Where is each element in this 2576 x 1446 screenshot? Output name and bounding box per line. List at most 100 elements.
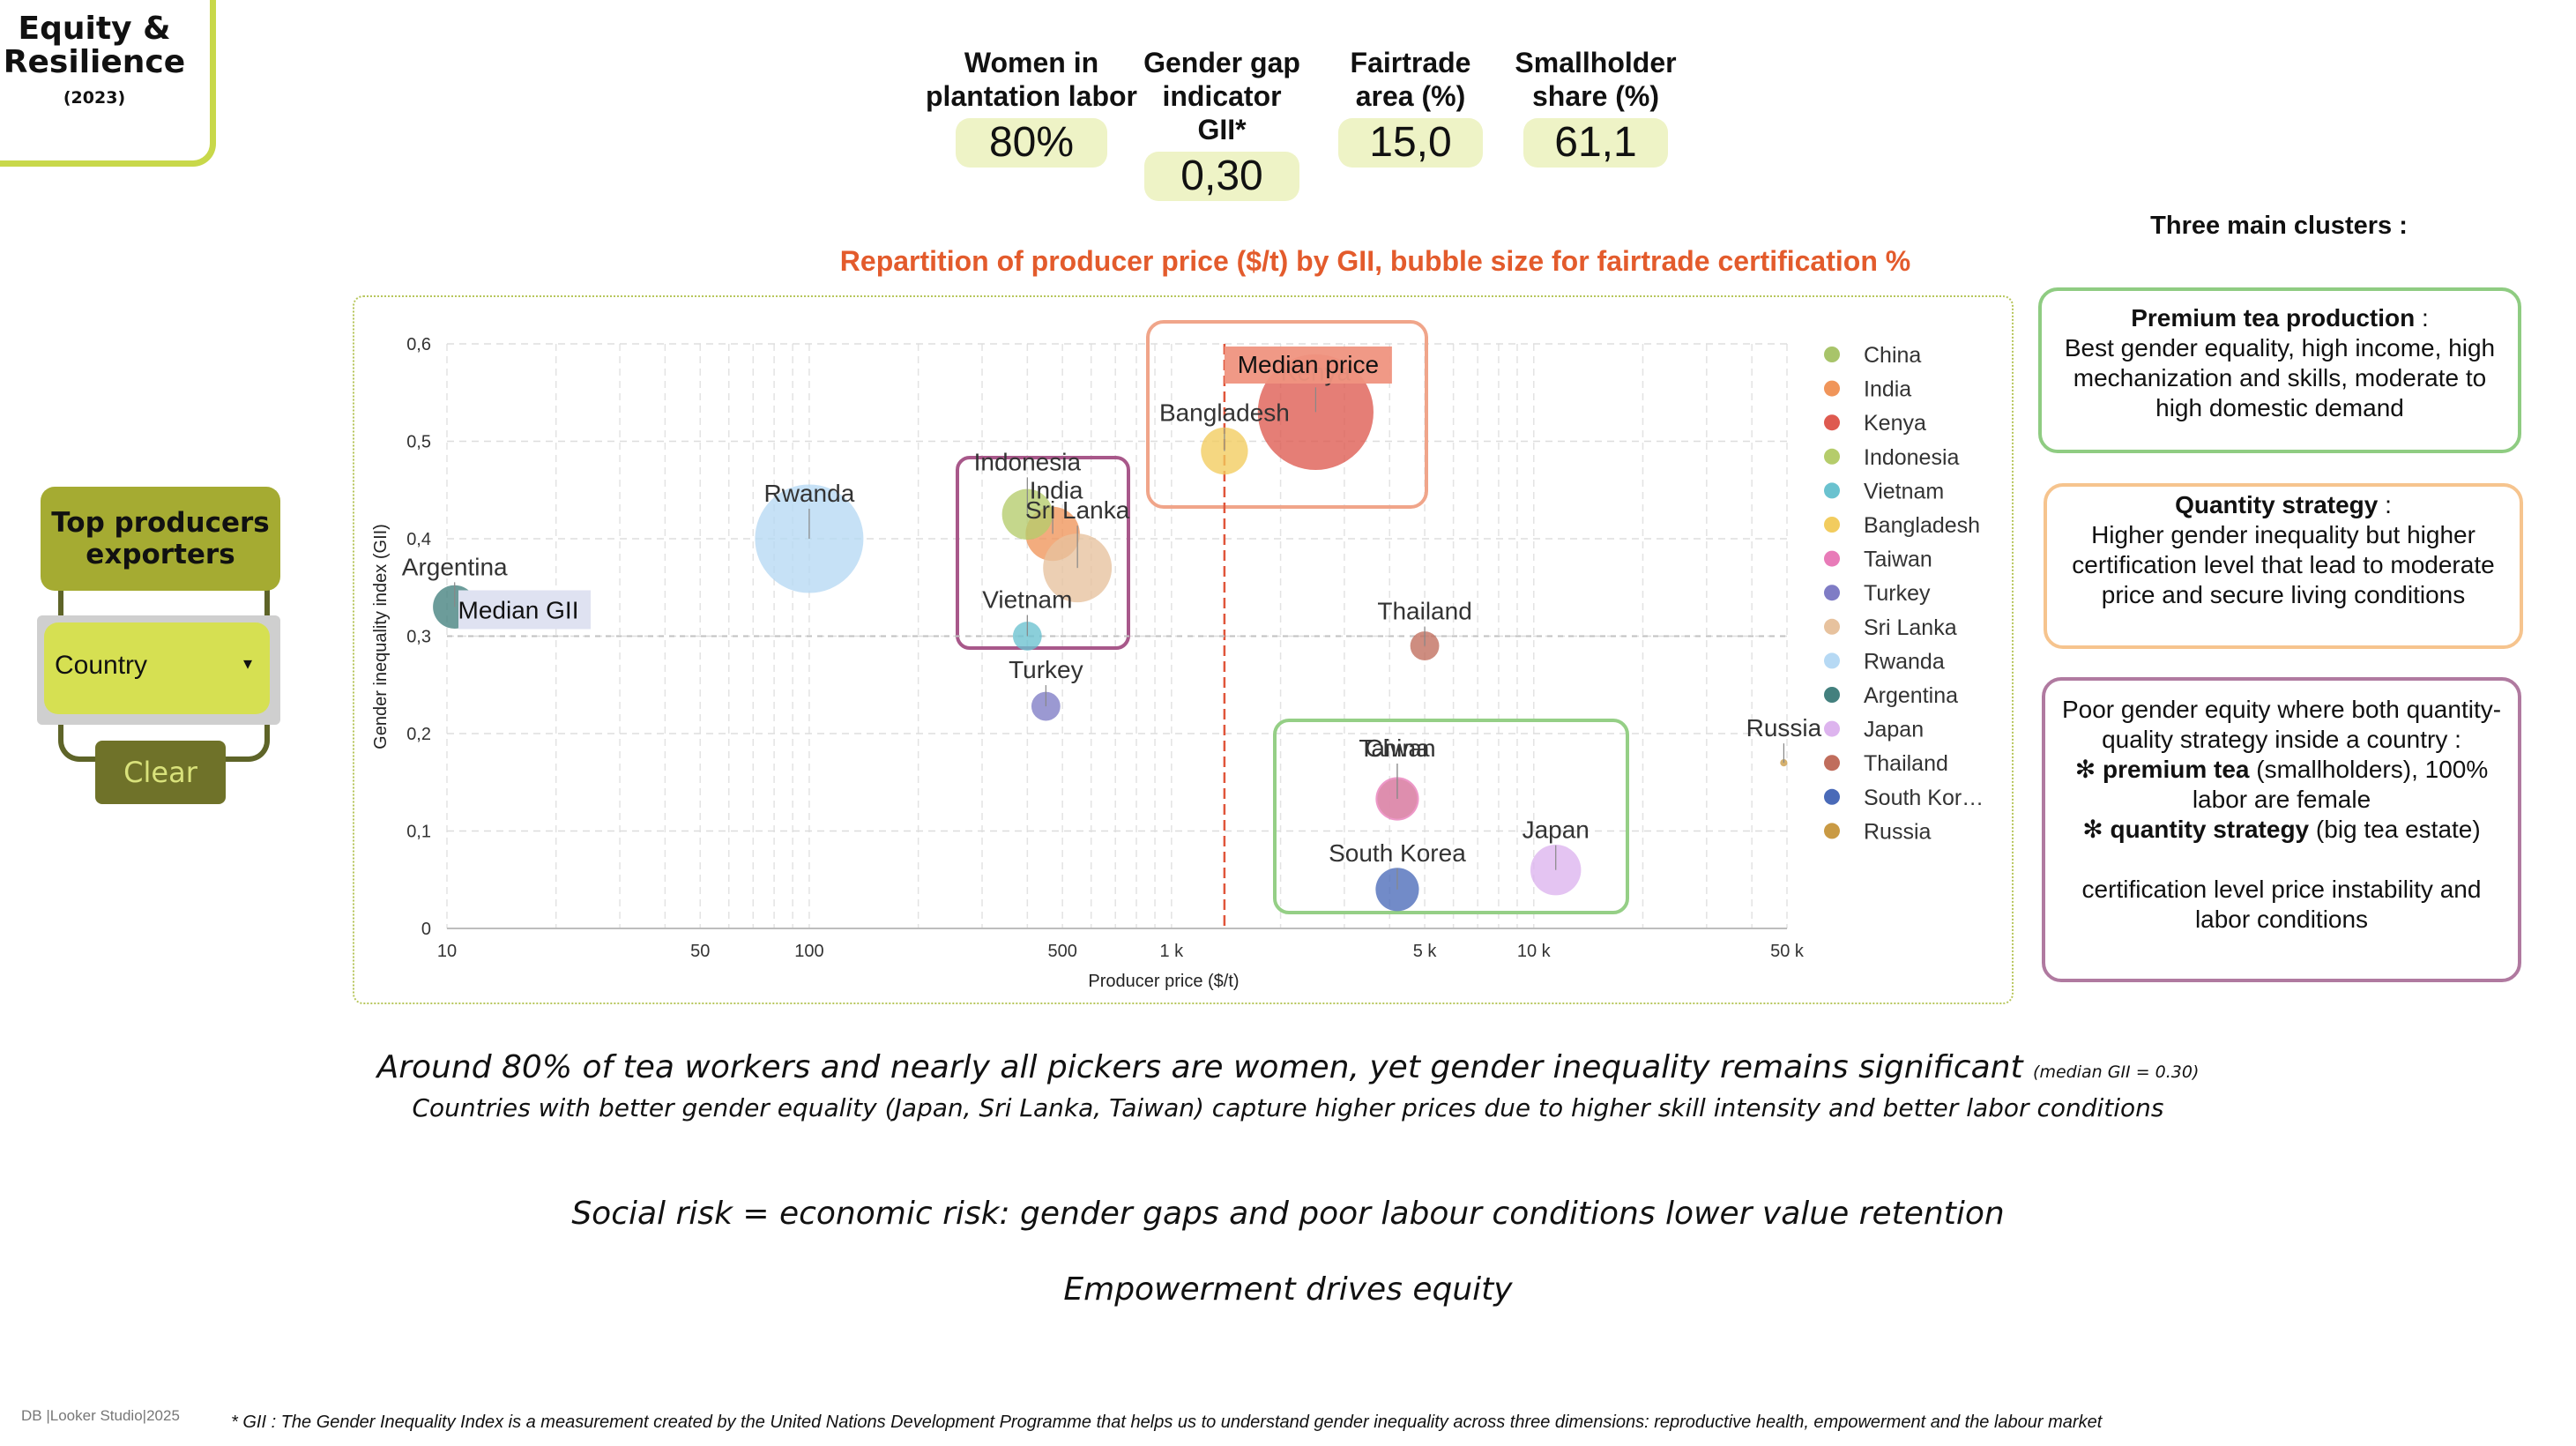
legend-item[interactable]: Vietnam	[1864, 479, 1944, 503]
legend-swatch	[1824, 482, 1840, 499]
kpi-label-line2: plantation labor	[926, 80, 1137, 112]
bubble-south-korea[interactable]	[1375, 868, 1419, 912]
legend-swatch	[1824, 687, 1840, 703]
x-tick-label: 1 k	[1160, 942, 1185, 961]
median-gii-label: Median GII	[458, 597, 579, 624]
y-tick-label: 0,6	[406, 335, 431, 354]
y-tick-label: 0,5	[406, 433, 431, 452]
dashboard-title-card: Equity & Resilience (2023)	[0, 0, 216, 167]
median-gii-label-bg	[458, 590, 591, 630]
legend-swatch	[1824, 652, 1840, 669]
x-tick-label: 10	[437, 942, 457, 961]
kpi-label: Fairtrade area (%)	[1331, 46, 1490, 113]
cluster-quantity-text: Higher gender inequality but higher cert…	[2072, 521, 2495, 608]
point-label-bangladesh: Bangladesh	[1159, 399, 1290, 427]
bullet-1-rest: (smallholders), 100% labor are female	[2192, 756, 2489, 813]
point-label-japan: Japan	[1523, 816, 1590, 844]
point-label-vietnam: Vietnam	[982, 586, 1072, 614]
point-label-indonesia: Indonesia	[974, 448, 1082, 475]
kpi-label-line1: Gender gap	[1143, 47, 1300, 78]
legend-item[interactable]: South Kor…	[1864, 786, 1984, 810]
bubble-taiwan[interactable]	[1375, 777, 1419, 821]
legend-swatch	[1824, 448, 1840, 465]
kpi-value: 0,30	[1144, 152, 1299, 201]
y-tick-label: 0,1	[406, 823, 431, 842]
bullet-star-icon: ✻	[2074, 756, 2096, 783]
legend-swatch	[1824, 720, 1840, 737]
gii-footnote: * GII : The Gender Inequality Index is a…	[231, 1412, 2103, 1432]
kpi-value: 61,1	[1523, 118, 1668, 168]
point-label-china: China	[1365, 734, 1430, 762]
x-tick-label: 500	[1047, 942, 1076, 961]
cluster-poor-text1: Poor gender equity where both quantity-q…	[2061, 696, 2502, 753]
point-label-india: India	[1030, 476, 1083, 503]
legend-item[interactable]: India	[1864, 377, 1911, 402]
country-select[interactable]: Country ▾	[44, 622, 270, 714]
legend-item[interactable]: Argentina	[1864, 683, 1958, 708]
point-label-taiwan: Taiwan	[1359, 734, 1435, 762]
x-tick-label: 10 k	[1517, 942, 1552, 961]
kpi-smallholder: Smallholder share (%) 61,1	[1503, 46, 1688, 168]
legend-item[interactable]: Turkey	[1864, 581, 1931, 606]
legend-item[interactable]: China	[1864, 343, 1921, 368]
y-axis-label: Gender inequality index (GII)	[371, 524, 391, 749]
x-tick-label: 100	[794, 942, 823, 961]
legend-swatch	[1824, 823, 1840, 839]
chart-legend: China India Kenya Indonesia Vietnam Banglades…	[1824, 343, 1984, 844]
y-tick-label: 0,3	[406, 628, 431, 647]
filter-title: Top producers exporters	[41, 487, 280, 591]
cluster-outline-quantity	[1146, 320, 1428, 509]
kpi-gender-gap: Gender gap indicator GII* 0,30	[1143, 46, 1301, 201]
kpi-label-line2: indicator GII*	[1162, 80, 1282, 145]
dashboard-year: (2023)	[63, 88, 126, 108]
title-line-2: Resilience	[3, 44, 186, 80]
cluster-quantity-title: Quantity strategy	[2175, 491, 2379, 518]
bullet-2-bold: quantity strategy	[2110, 816, 2310, 843]
point-label-thailand: Thailand	[1377, 598, 1471, 625]
x-axis-label: Producer price ($/t)	[1088, 972, 1239, 991]
chart-title: Repartition of producer price ($/t) by G…	[839, 245, 1911, 277]
filter-panel: Top producers exporters Country ▾ Clear	[37, 487, 280, 804]
cluster-premium-title: Premium tea production	[2131, 304, 2416, 332]
kpi-label-line2: area (%)	[1355, 80, 1466, 112]
legend-swatch	[1824, 380, 1840, 397]
kpi-value: 15,0	[1338, 118, 1483, 168]
cluster-poor: Poor gender equity where both quantity-q…	[2042, 677, 2521, 982]
legend-item[interactable]: Sri Lanka	[1864, 615, 1957, 640]
point-label-russia: Russia	[1746, 714, 1822, 742]
legend-item[interactable]: Indonesia	[1864, 445, 1960, 470]
filter-title-line2: exporters	[86, 539, 235, 570]
median-price-label: Median price	[1238, 351, 1379, 378]
clear-button[interactable]: Clear	[95, 741, 226, 804]
kpi-label-line1: Women in	[964, 47, 1099, 78]
cluster-outline-premium	[1273, 719, 1629, 914]
legend-swatch	[1824, 550, 1840, 567]
point-label-argentina: Argentina	[402, 553, 508, 580]
legend-swatch	[1824, 347, 1840, 362]
legend-item[interactable]: Thailand	[1864, 751, 1948, 776]
point-label-sri-lanka: Sri Lanka	[1025, 496, 1130, 524]
legend-item[interactable]: Bangladesh	[1864, 513, 1980, 538]
cluster-outline-poor	[956, 456, 1130, 650]
legend-swatch	[1824, 618, 1840, 635]
filter-title-line1: Top producers	[51, 507, 270, 539]
bullet-1-bold: premium tea	[2102, 756, 2250, 783]
legend-swatch	[1824, 788, 1840, 805]
point-label-rwanda: Rwanda	[764, 480, 855, 507]
legend-item[interactable]: Japan	[1864, 718, 1924, 742]
y-tick-label: 0	[421, 920, 431, 939]
kpi-label-line1: Smallholder	[1515, 47, 1677, 78]
legend-item[interactable]: Rwanda	[1864, 649, 1945, 674]
kpi-label-line2: share (%)	[1531, 80, 1660, 112]
bubble-bangladesh[interactable]	[1201, 427, 1248, 475]
legend-item[interactable]: Kenya	[1864, 411, 1926, 436]
kpi-label-line1: Fairtrade	[1350, 47, 1471, 78]
kpi-label: Women in plantation labor	[899, 46, 1164, 113]
legend-item[interactable]: Russia	[1864, 819, 1932, 844]
cluster-premium-suffix: :	[2415, 304, 2429, 332]
chart-frame	[353, 295, 2014, 1004]
credit-text: DB |Looker Studio|2025	[21, 1407, 180, 1424]
country-select-frame: Country ▾	[37, 615, 280, 725]
cluster-quantity-suffix: :	[2378, 491, 2392, 518]
legend-item[interactable]: Taiwan	[1864, 548, 1932, 572]
